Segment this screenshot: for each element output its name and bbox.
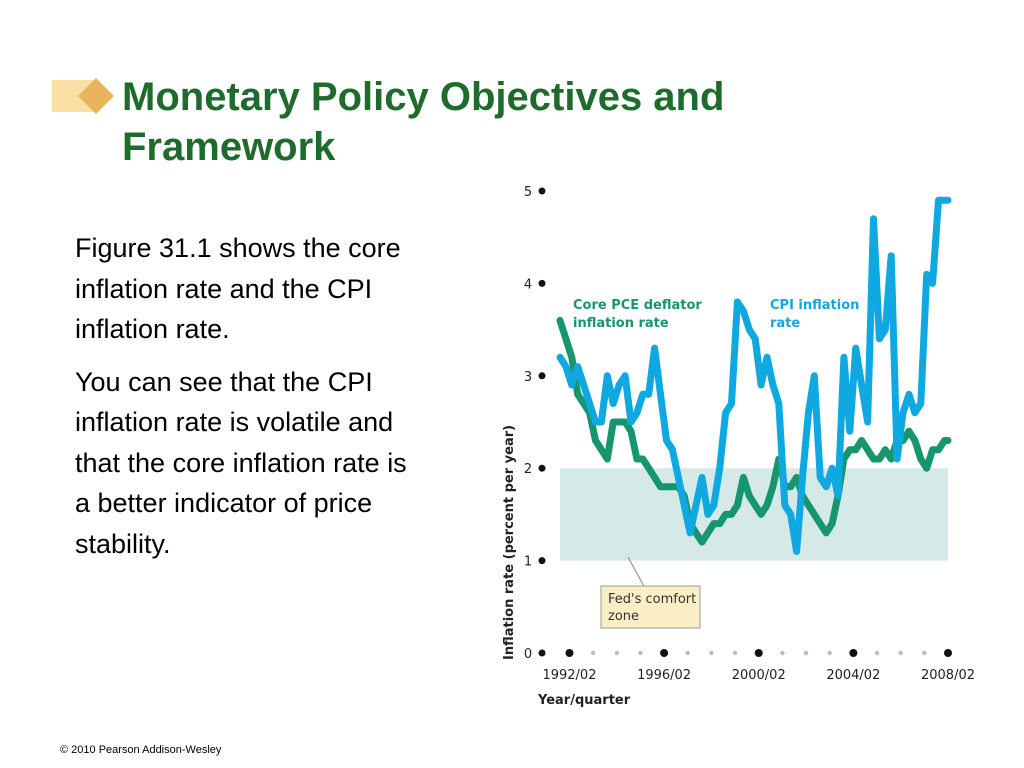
x-tick-label: 2008/02 [921, 668, 975, 683]
y-tick-label: 0 [524, 647, 532, 662]
deco-diamond [78, 78, 114, 114]
y-axis-title: Inflation rate (percent per year) [502, 425, 517, 660]
y-tick-dot [538, 372, 546, 380]
x-tick-dot [944, 649, 952, 657]
comfort-zone-leader [627, 556, 646, 589]
y-tick-dot [538, 649, 546, 657]
slide-title: Monetary Policy Objectives and Framework [122, 75, 725, 169]
x-tick-label: 2000/02 [732, 668, 786, 683]
x-tick-label: 1992/02 [542, 668, 596, 683]
x-minor-dot [732, 650, 738, 656]
x-minor-dot [685, 650, 690, 656]
x-tick-dot [849, 649, 858, 657]
cpi-line [556, 196, 952, 555]
y-tick-label: 2 [524, 462, 532, 477]
core-pce-line [556, 316, 952, 546]
x-tick-dot [565, 649, 574, 657]
comfort-zone-label: Fed's comfort zone [608, 592, 696, 624]
x-tick-dot [660, 649, 669, 657]
title-diamond-decoration [52, 78, 114, 114]
x-minor-dot [898, 650, 903, 656]
y-tick-label: 5 [524, 185, 532, 200]
axes: 0 1 2 3 4 5 1992/02 1996/02 2000/02 2004/02 2008/0… [524, 185, 975, 683]
x-minor-dot [780, 650, 785, 656]
y-tick-label: 1 [524, 555, 532, 570]
x-tick-label: 2004/02 [826, 668, 880, 683]
x-tick-dot [754, 649, 763, 657]
y-tick-dot [538, 557, 546, 565]
series-lines [556, 196, 952, 555]
x-minor-dot [709, 650, 714, 656]
x-minor-dot [614, 650, 619, 656]
y-tick-label: 4 [524, 277, 532, 292]
x-minor-dot [638, 650, 643, 656]
x-minor-dot [827, 650, 832, 656]
x-axis-title: Year/quarter [537, 693, 631, 708]
y-tick-dot [538, 464, 546, 472]
x-minor-dot [874, 650, 880, 656]
paragraph-figure-description: Figure 31.1 shows the core inflation rat… [75, 233, 401, 344]
x-tick-label: 1996/02 [637, 668, 691, 683]
core-series-label: Core PCE deflator inflation rate [573, 298, 702, 331]
x-minor-dot [803, 650, 809, 656]
x-minor-dot [922, 650, 927, 656]
comfort-zone-layer [560, 468, 948, 561]
x-minor-dot [590, 650, 596, 656]
copyright-footer: © 2010 Pearson Addison-Wesley [60, 744, 222, 756]
y-tick-label: 3 [524, 370, 532, 385]
y-tick-dot [538, 279, 546, 287]
paragraph-conclusion: You can see that the CPI inflation rate … [75, 366, 407, 559]
cpi-series-label: CPI inflation rate [770, 298, 859, 331]
comfort-zone-callout [600, 585, 701, 629]
comfort-zone-band [560, 468, 948, 561]
y-tick-dot [538, 187, 546, 195]
body-text: Figure 31.1 shows the core inflation rat… [75, 228, 410, 576]
